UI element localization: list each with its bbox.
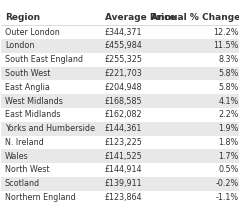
Text: Wales: Wales [5, 152, 29, 161]
FancyBboxPatch shape [1, 53, 239, 67]
FancyBboxPatch shape [1, 191, 239, 205]
FancyBboxPatch shape [1, 80, 239, 94]
Text: £162,082: £162,082 [105, 110, 142, 119]
Text: 2.2%: 2.2% [218, 110, 239, 119]
Text: £455,984: £455,984 [105, 41, 142, 50]
Text: 1.8%: 1.8% [218, 138, 239, 147]
Text: £255,325: £255,325 [105, 55, 143, 64]
Text: £123,225: £123,225 [105, 138, 143, 147]
Text: West Midlands: West Midlands [5, 97, 63, 106]
Text: East Anglia: East Anglia [5, 83, 50, 92]
Text: Average Price: Average Price [105, 13, 175, 22]
FancyBboxPatch shape [1, 25, 239, 39]
Text: £344,371: £344,371 [105, 28, 142, 37]
Text: 1.9%: 1.9% [218, 124, 239, 133]
Text: 4.1%: 4.1% [218, 97, 239, 106]
Text: Scotland: Scotland [5, 179, 40, 188]
Text: South West: South West [5, 69, 50, 78]
Text: N. Ireland: N. Ireland [5, 138, 44, 147]
Text: North West: North West [5, 165, 49, 175]
Text: £144,361: £144,361 [105, 124, 142, 133]
Text: Yorks and Humberside: Yorks and Humberside [5, 124, 95, 133]
Text: London: London [5, 41, 34, 50]
FancyBboxPatch shape [1, 122, 239, 135]
FancyBboxPatch shape [1, 8, 239, 25]
Text: £204,948: £204,948 [105, 83, 142, 92]
Text: Northern England: Northern England [5, 193, 76, 202]
Text: Annual % Change: Annual % Change [150, 13, 240, 22]
FancyBboxPatch shape [1, 108, 239, 122]
Text: East Midlands: East Midlands [5, 110, 60, 119]
Text: 8.3%: 8.3% [218, 55, 239, 64]
FancyBboxPatch shape [1, 149, 239, 163]
Text: 11.5%: 11.5% [213, 41, 239, 50]
Text: £144,914: £144,914 [105, 165, 142, 175]
Text: £141,525: £141,525 [105, 152, 142, 161]
FancyBboxPatch shape [1, 177, 239, 191]
Text: -1.1%: -1.1% [216, 193, 239, 202]
Text: 0.5%: 0.5% [218, 165, 239, 175]
Text: Region: Region [5, 13, 40, 22]
Text: £221,703: £221,703 [105, 69, 142, 78]
Text: £139,911: £139,911 [105, 179, 142, 188]
FancyBboxPatch shape [1, 39, 239, 53]
Text: £168,585: £168,585 [105, 97, 142, 106]
Text: -0.2%: -0.2% [215, 179, 239, 188]
Text: 1.7%: 1.7% [218, 152, 239, 161]
FancyBboxPatch shape [1, 135, 239, 149]
Text: South East England: South East England [5, 55, 83, 64]
FancyBboxPatch shape [1, 94, 239, 108]
Text: 5.8%: 5.8% [218, 83, 239, 92]
FancyBboxPatch shape [1, 67, 239, 80]
Text: 5.8%: 5.8% [218, 69, 239, 78]
Text: Outer London: Outer London [5, 28, 60, 37]
Text: £123,864: £123,864 [105, 193, 142, 202]
Text: 12.2%: 12.2% [213, 28, 239, 37]
FancyBboxPatch shape [1, 163, 239, 177]
